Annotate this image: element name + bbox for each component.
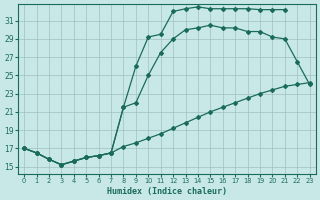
X-axis label: Humidex (Indice chaleur): Humidex (Indice chaleur) bbox=[107, 187, 227, 196]
